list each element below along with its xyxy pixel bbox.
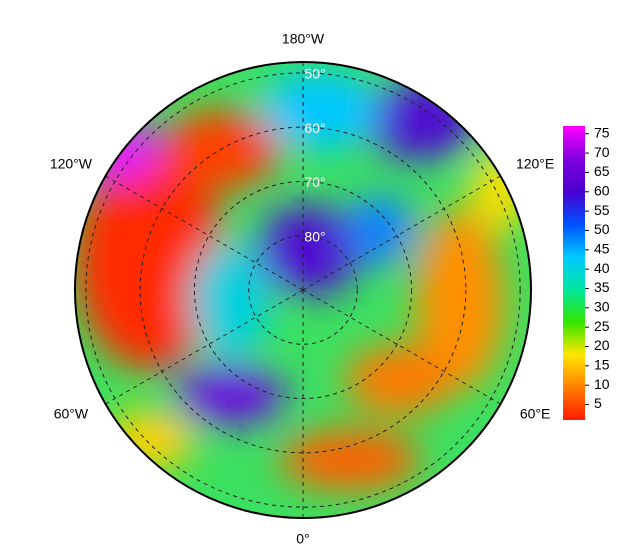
lat-ring: [193, 180, 413, 400]
map-border: [74, 61, 532, 519]
colorbar-tick-label: 45: [594, 240, 610, 256]
colorbar-tick-label: 25: [594, 318, 610, 334]
lat-ring: [248, 235, 358, 345]
lat-label: 50°: [304, 66, 325, 82]
lat-label: 60°: [304, 120, 325, 136]
lon-label: 60°W: [54, 406, 89, 422]
colorbar-tick-label: 75: [594, 124, 610, 140]
colorbar-tick-label: 70: [594, 144, 610, 160]
lon-label: 120°E: [516, 156, 554, 172]
colorbar-tick-label: 65: [594, 163, 610, 179]
colorbar-tick-label: 55: [594, 202, 610, 218]
lon-label: 120°W: [50, 156, 93, 172]
meridian: [105, 175, 304, 291]
colorbar-tick-label: 10: [594, 376, 610, 392]
colorbar-tick-label: 5: [594, 395, 602, 411]
colorbar: [563, 126, 585, 420]
lat-label: 70°: [304, 174, 325, 190]
colorbar-tick-label: 60: [594, 182, 610, 198]
meridian: [105, 289, 304, 405]
colorbar-tick-label: 15: [594, 357, 610, 373]
meridian: [302, 289, 501, 405]
colorbar-tick-label: 50: [594, 221, 610, 237]
lat-ring: [85, 72, 521, 508]
colorbar-tick-label: 20: [594, 337, 610, 353]
lat-ring: [139, 126, 467, 454]
lat-label: 80°: [304, 228, 325, 244]
colorbar-tick-label: 40: [594, 260, 610, 276]
lon-label: 180°W: [282, 31, 325, 47]
colorbar-tick-label: 35: [594, 279, 610, 295]
lon-label: 0°: [296, 531, 309, 547]
meridian: [302, 175, 501, 291]
lon-label: 60°E: [520, 406, 551, 422]
graticule: [85, 62, 521, 518]
colorbar-tick-label: 30: [594, 299, 610, 315]
